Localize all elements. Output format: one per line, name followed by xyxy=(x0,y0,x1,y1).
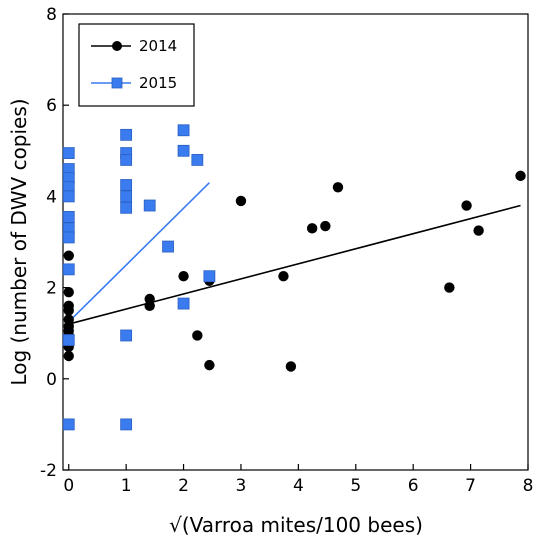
point-2014 xyxy=(192,330,203,341)
y-tick-label: 4 xyxy=(46,187,57,207)
point-2015 xyxy=(177,124,190,137)
point-2015 xyxy=(120,201,133,214)
x-tick-label: 3 xyxy=(236,476,247,496)
x-tick-label: 2 xyxy=(178,476,189,496)
point-2014 xyxy=(306,223,318,234)
point-2014 xyxy=(63,250,74,261)
point-2015 xyxy=(120,190,133,203)
x-tick-label: 4 xyxy=(293,476,304,496)
y-tick-label: 0 xyxy=(46,370,57,390)
point-2015 xyxy=(191,154,204,166)
point-2015 xyxy=(62,418,75,431)
point-2015 xyxy=(120,128,133,141)
x-tick-label: 1 xyxy=(121,476,132,496)
point-2014 xyxy=(63,350,74,362)
point-2014 xyxy=(461,200,472,211)
legend: 2014 2015 xyxy=(78,23,195,107)
x-tick-label: 0 xyxy=(63,476,74,496)
point-2015 xyxy=(120,329,133,342)
point-2015 xyxy=(120,154,133,166)
point-2014 xyxy=(332,182,344,193)
point-2015 xyxy=(162,240,174,253)
point-2015 xyxy=(62,231,75,244)
point-2015 xyxy=(62,334,75,346)
fit-lines xyxy=(68,182,521,325)
point-2015 xyxy=(62,190,75,203)
legend-box xyxy=(78,23,195,107)
point-2014 xyxy=(178,271,189,282)
point-2015 xyxy=(120,179,133,191)
point-2014 xyxy=(285,361,297,372)
legend-label-2014: 2014 xyxy=(139,37,177,55)
y-tick-label: 8 xyxy=(46,5,57,25)
point-2015 xyxy=(143,199,156,212)
y-axis-title: Log (number of DWV copies) xyxy=(7,98,31,385)
point-2015 xyxy=(120,418,133,431)
point-2014 xyxy=(278,271,289,282)
point-2015 xyxy=(203,270,216,283)
legend-label-2015: 2015 xyxy=(139,74,177,92)
x-tick-label: 7 xyxy=(465,476,476,496)
fit-line-2015 xyxy=(68,182,210,323)
point-2014 xyxy=(144,300,155,312)
point-2014 xyxy=(204,359,215,371)
legend-marker-2014 xyxy=(112,41,122,51)
point-2014 xyxy=(235,195,247,207)
data-points xyxy=(62,124,526,431)
point-2015 xyxy=(177,144,190,157)
legend-marker-2015 xyxy=(111,77,123,89)
axes: 0 1 2 3 4 5 6 7 8 -2 0 2 4 6 8 xyxy=(40,5,533,496)
point-2015 xyxy=(62,147,75,159)
y-tick-label: -2 xyxy=(40,461,57,481)
point-2014 xyxy=(320,220,331,232)
y-tick-label: 2 xyxy=(46,279,57,299)
fit-line-2014 xyxy=(68,204,521,325)
x-axis-title: √(Varroa mites/100 bees) xyxy=(169,513,423,537)
x-tick-label: 6 xyxy=(408,476,419,496)
y-tick-label: 6 xyxy=(46,96,57,116)
point-2014 xyxy=(473,225,484,236)
point-2014 xyxy=(63,305,74,316)
x-tick-label: 5 xyxy=(350,476,361,496)
point-2014 xyxy=(63,286,74,298)
point-2014 xyxy=(444,282,455,293)
point-2015 xyxy=(62,211,75,223)
x-tick-label: 8 xyxy=(523,476,534,496)
point-2015 xyxy=(62,263,75,276)
point-2014 xyxy=(515,170,526,182)
point-2015 xyxy=(177,297,190,310)
